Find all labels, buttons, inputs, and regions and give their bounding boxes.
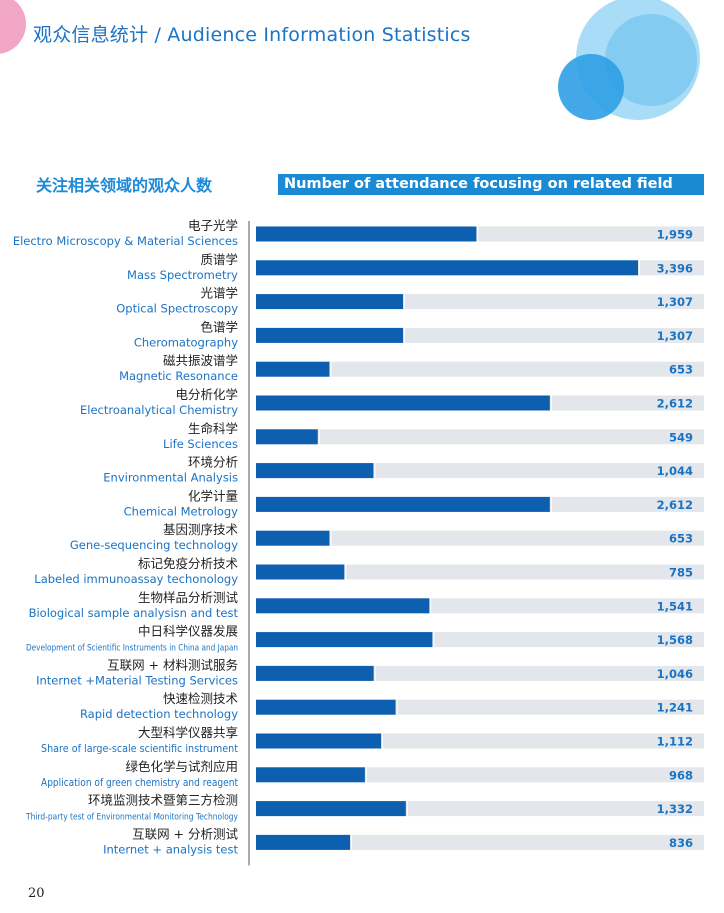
bar (256, 429, 318, 445)
data-label: 968 (669, 768, 693, 782)
category-label-cn: 绿色化学与试剂应用 (125, 759, 238, 774)
category-label-en: Chemical Metrology (124, 504, 239, 518)
data-label: 1,044 (657, 464, 693, 478)
bar (256, 226, 477, 242)
bar (256, 632, 433, 648)
bar (256, 260, 638, 276)
category-label-en: Optical Spectroscopy (116, 302, 238, 316)
category-label-cn: 快速检测技术 (163, 691, 239, 706)
category-label-cn: 生物样品分析测试 (138, 590, 239, 605)
category-label-en: Internet + analysis test (103, 842, 238, 856)
data-label: 2,612 (657, 498, 693, 512)
section-title-en: Number of attendance focusing on related… (278, 174, 704, 195)
category-label-cn: 互联网 + 材料测试服务 (107, 657, 238, 672)
category-label-en: Share of large-scale scientific instrume… (41, 743, 238, 755)
category-label-cn: 化学计量 (188, 488, 238, 503)
category-label-en: Development of Scientific Instruments in… (26, 644, 238, 654)
data-label: 1,307 (657, 295, 693, 309)
bar (256, 361, 330, 377)
category-label-cn: 互联网 + 分析测试 (132, 826, 238, 841)
category-label-en: Magnetic Resonance (119, 369, 238, 383)
data-label: 549 (669, 430, 693, 444)
bar-track (256, 767, 704, 783)
category-label-cn: 环境分析 (188, 455, 238, 470)
bar (256, 294, 404, 310)
category-label-en: Labeled immunoassay techonology (34, 572, 238, 586)
data-label: 1,959 (657, 228, 693, 242)
bar (256, 801, 406, 817)
category-label-en: Life Sciences (163, 437, 238, 451)
bar (256, 496, 550, 512)
bar-track (256, 530, 704, 546)
category-label-en: Third-party test of Environmental Monito… (25, 813, 238, 823)
category-label-cn: 电分析化学 (175, 387, 238, 402)
category-label-en: Rapid detection technology (80, 707, 238, 721)
bar-track (256, 834, 704, 850)
bar (256, 767, 365, 783)
bar-track (256, 429, 704, 445)
page-title: 观众信息统计 / Audience Information Statistics (33, 24, 471, 46)
category-label-cn: 色谱学 (200, 319, 238, 334)
category-label-en: Biological sample analysisn and test (29, 606, 239, 620)
data-label: 1,241 (657, 701, 693, 715)
category-label-cn: 电子光学 (188, 218, 238, 233)
category-label-en: Environmental Analysis (103, 471, 238, 485)
data-label: 3,396 (657, 261, 693, 275)
category-label-cn: 中日科学仪器发展 (138, 624, 238, 639)
data-label: 1,332 (657, 802, 693, 816)
category-label-cn: 环境监测技术暨第三方检测 (88, 793, 238, 808)
data-label: 785 (669, 566, 693, 580)
data-label: 1,112 (657, 735, 693, 749)
bar (256, 733, 382, 749)
category-label-cn: 基因测序技术 (163, 522, 239, 537)
category-label-cn: 光谱学 (200, 286, 238, 301)
data-label: 1,541 (657, 599, 693, 613)
category-label-en: Cheromatography (134, 335, 238, 349)
data-label: 1,046 (657, 667, 693, 681)
bar (256, 327, 404, 343)
data-label: 2,612 (657, 397, 693, 411)
category-label-en: Electro Microscopy & Material Sciences (13, 234, 238, 248)
data-label: 1,307 (657, 329, 693, 343)
bar (256, 665, 374, 681)
bar (256, 463, 374, 479)
category-label-cn: 质谱学 (200, 252, 238, 267)
category-label-cn: 磁共振波谱学 (163, 353, 238, 368)
category-label-en: Mass Spectrometry (127, 268, 238, 282)
category-label-cn: 生命科学 (188, 421, 238, 436)
data-label: 653 (669, 532, 693, 546)
bar (256, 564, 345, 580)
bar (256, 699, 396, 715)
section-title-cn: 关注相关领域的观众人数 (36, 176, 213, 195)
bar (256, 395, 550, 411)
bar (256, 598, 430, 614)
category-label-en: Gene-sequencing technology (70, 538, 238, 552)
data-label: 836 (669, 836, 693, 850)
bar (256, 834, 351, 850)
data-label: 1,568 (657, 633, 693, 647)
bar (256, 530, 330, 546)
category-label-en: Application of green chemistry and reage… (41, 777, 238, 789)
data-label: 653 (669, 363, 693, 377)
bar-track (256, 564, 704, 580)
category-label-en: Electroanalytical Chemistry (80, 403, 238, 417)
category-label-cn: 标记免疫分析技术 (138, 556, 239, 571)
category-label-en: Internet +Material Testing Services (36, 673, 238, 687)
page-number: 20 (28, 886, 45, 901)
bar-track (256, 361, 704, 377)
category-label-cn: 大型科学仪器共享 (138, 725, 238, 740)
